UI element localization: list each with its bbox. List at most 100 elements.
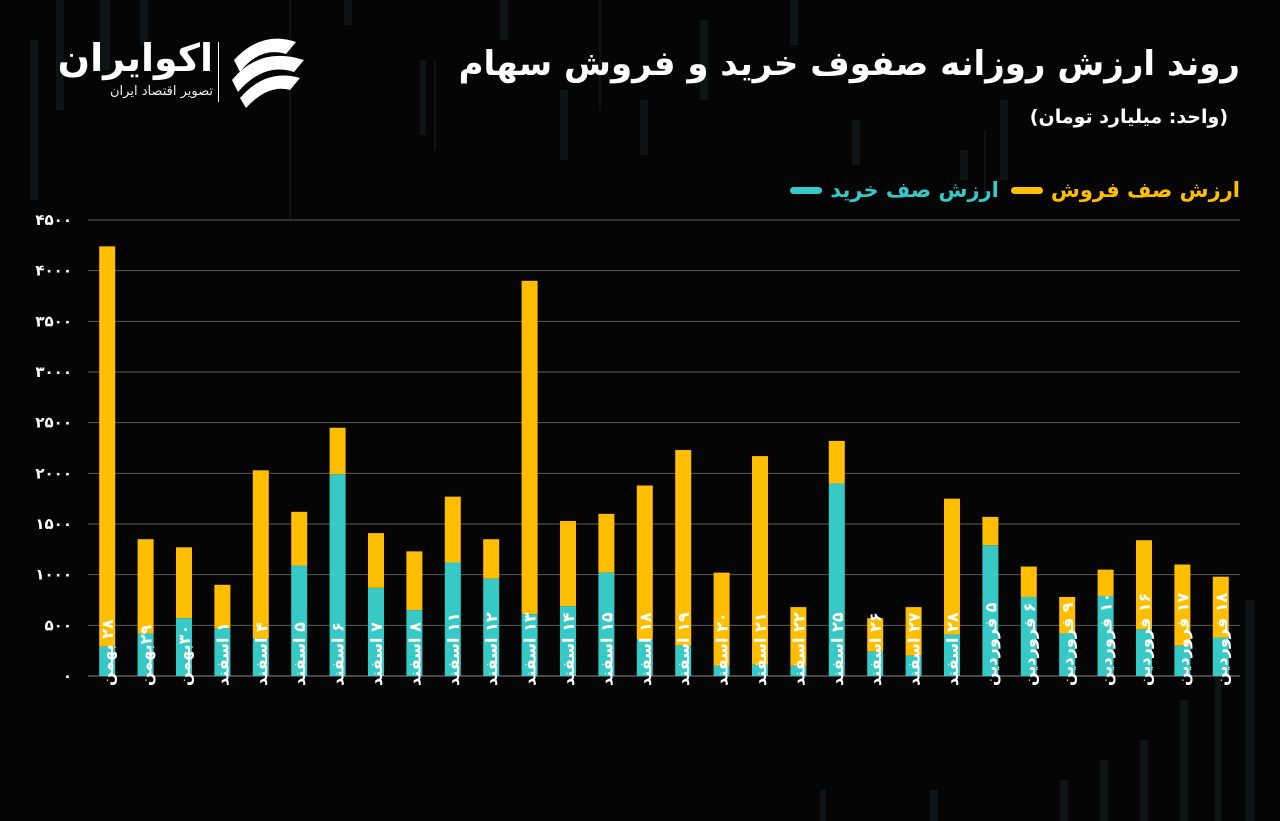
x-category-label: ۲۹بهمن	[137, 625, 156, 686]
legend-label-sell: ارزش صف فروش	[1050, 178, 1240, 202]
bar-buy	[521, 614, 538, 676]
bar-sell	[713, 572, 730, 666]
bar-sell	[790, 607, 807, 666]
bar-sell	[1212, 576, 1229, 638]
bar-buy	[329, 474, 346, 676]
bar-buy	[1097, 595, 1114, 676]
bar-buy	[291, 565, 308, 676]
y-tick-label: ۳۰۰۰	[35, 363, 72, 381]
bar-sell	[598, 513, 615, 573]
bar-sell	[1174, 564, 1191, 646]
bar-sell	[291, 511, 308, 566]
x-category-label: ۱۸ اسفند	[636, 612, 655, 686]
y-tick-label: ۲۵۰۰	[35, 414, 72, 432]
bar-buy	[675, 645, 692, 676]
y-tick-label: ۰	[63, 667, 72, 685]
bar-sell	[675, 450, 692, 646]
y-tick-label: ۳۵۰۰	[35, 312, 72, 330]
bar-sell	[444, 496, 461, 563]
bar-sell	[1020, 566, 1037, 597]
bar-buy	[483, 578, 500, 676]
bar-buy	[1059, 633, 1076, 676]
bar-sell	[982, 516, 999, 546]
bar-sell	[1097, 569, 1114, 596]
bar-sell	[483, 539, 500, 579]
x-category-label: ۵ اسفند	[290, 622, 309, 686]
legend-label-buy: ارزش صف خرید	[830, 178, 999, 202]
y-tick-label: ۱۵۰۰	[35, 515, 72, 533]
bar-buy	[1020, 596, 1037, 676]
bar-buy	[214, 628, 231, 676]
chart-legend: ارزش صف خرید ارزش صف فروش	[790, 178, 1240, 202]
x-category-label: ۲۸ اسفند	[943, 612, 962, 686]
bar-sell	[99, 246, 116, 647]
x-category-label: ۱۴ اسفند	[559, 612, 578, 686]
y-tick-label: ۴۵۰۰	[35, 211, 72, 229]
bar-buy	[713, 665, 730, 676]
bar-sell	[252, 470, 269, 639]
bar-sell	[521, 280, 538, 615]
bar-sell	[368, 533, 384, 588]
x-category-label: ۲۰ اسفند	[713, 612, 732, 686]
x-category-label: ۱۸ فروردین	[1212, 592, 1231, 686]
x-category-label: ۱۰ فروردین	[1097, 593, 1116, 686]
x-category-label: ۱۳ اسفند	[521, 612, 540, 686]
x-category-label: ۳۰بهمن	[175, 625, 194, 686]
bar-buy	[444, 562, 461, 676]
brand-name: اکوایران	[57, 36, 213, 80]
x-category-label: ۱۵ اسفند	[597, 612, 616, 686]
bar-buy	[1136, 629, 1152, 676]
legend-swatch-buy	[790, 186, 823, 194]
y-tick-label: ۵۰۰	[45, 616, 72, 634]
legend-swatch-sell	[1010, 186, 1043, 194]
x-category-label: ۸ اسفند	[405, 622, 424, 686]
bar-buy	[905, 655, 922, 676]
brand-tagline: تصویر اقتصاد ایران	[110, 84, 213, 99]
page-subtitle-unit: (واحد: میلیارد تومان)	[1029, 106, 1228, 128]
bar-sell	[137, 539, 154, 634]
bar-buy	[560, 606, 576, 676]
x-category-label: ۲۲ اسفند	[789, 612, 808, 686]
logo-divider	[218, 42, 219, 102]
bar-sell	[1136, 540, 1152, 630]
legend-item-buy: ارزش صف خرید	[790, 178, 999, 202]
x-category-label: ۹ فروردین	[1058, 602, 1077, 686]
x-category-label: ۱ اسفند	[213, 622, 232, 686]
ecoiran-swoosh-icon	[232, 38, 304, 108]
bar-buy	[252, 638, 269, 676]
bar-buy	[1174, 645, 1191, 676]
x-category-label: ۶ فروردین	[1020, 602, 1039, 686]
bar-sell	[176, 547, 192, 619]
bar-buy	[636, 639, 653, 676]
bar-buy	[944, 634, 960, 676]
x-category-label: ۵ فروردین	[981, 602, 1000, 686]
brand-logo: اکوایران تصویر اقتصاد ایران	[48, 32, 318, 112]
bar-buy	[752, 664, 768, 676]
x-category-label: ۲۵ اسفند	[828, 612, 847, 686]
y-tick-label: ۴۰۰۰	[35, 262, 72, 280]
bar-sell	[406, 551, 423, 611]
x-category-label: ۴ اسفند	[252, 622, 271, 686]
y-tick-label: ۲۰۰۰	[35, 464, 72, 482]
y-tick-label: ۱۰۰۰	[35, 566, 72, 584]
bar-sell	[944, 498, 960, 635]
bar-buy	[1212, 637, 1229, 676]
bar-sell	[867, 618, 884, 652]
x-category-label: ۲۷ اسفند	[905, 612, 924, 686]
x-category-label: ۲۶ اسفند	[866, 612, 885, 686]
x-category-label: ۱۲ اسفند	[482, 612, 501, 686]
bar-buy	[828, 483, 845, 676]
x-category-label: ۶ اسفند	[329, 622, 348, 686]
legend-item-sell: ارزش صف فروش	[1010, 178, 1240, 202]
bar-sell	[1059, 596, 1076, 634]
bar-sell	[828, 440, 845, 484]
bar-sell	[905, 607, 922, 656]
bar-buy	[982, 545, 999, 676]
x-category-label: ۱۹ اسفند	[674, 612, 693, 686]
bar-sell	[329, 427, 346, 475]
bar-buy	[137, 633, 154, 676]
bar-buy	[406, 610, 423, 676]
bar-sell	[752, 456, 768, 665]
